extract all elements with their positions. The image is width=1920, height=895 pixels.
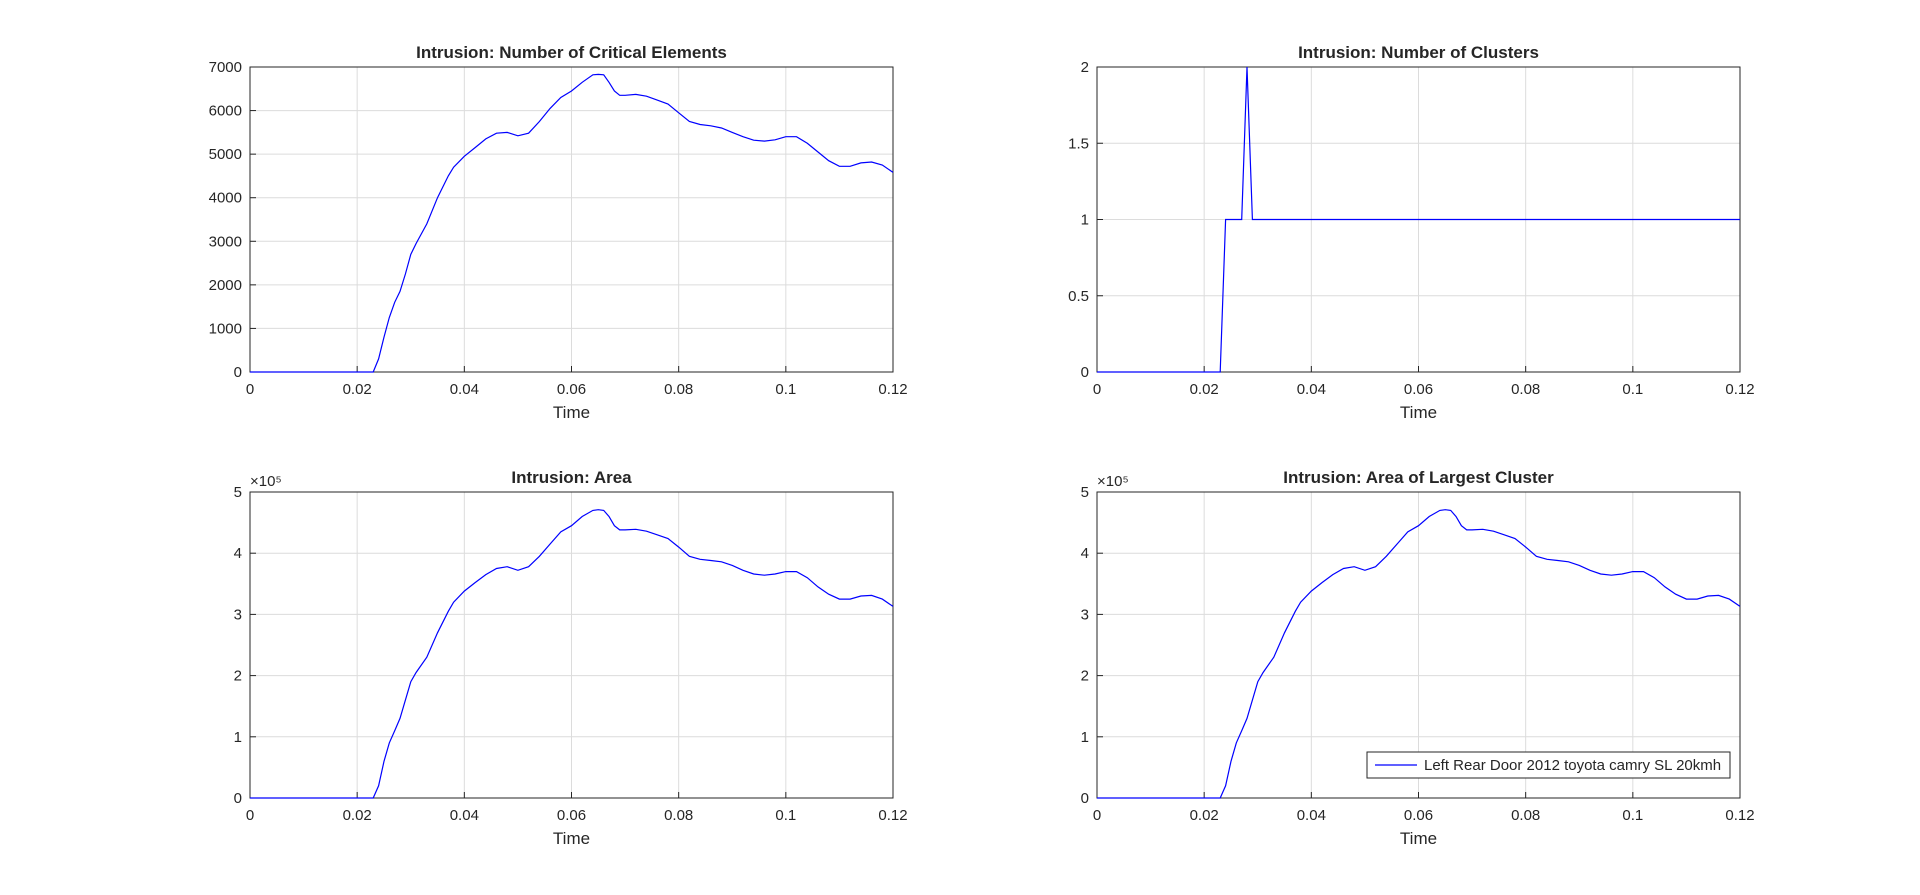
y-tick-label: 0 [234,790,242,807]
x-tick-label: 0.08 [664,807,693,824]
x-tick-label: 0 [1093,381,1101,398]
y-exponent-label: ×10⁵ [1097,473,1129,490]
y-tick-label: 0 [1081,364,1089,381]
y-tick-label: 6000 [209,103,242,120]
y-tick-label: 2 [1081,668,1089,685]
y-tick-label: 5000 [209,146,242,163]
y-tick-label: 4 [1081,545,1089,562]
y-tick-label: 1.5 [1068,135,1089,152]
x-tick-label: 0.06 [557,381,586,398]
y-tick-label: 3 [1081,606,1089,623]
x-axis-label: Time [1400,829,1437,848]
x-tick-label: 0.06 [1404,807,1433,824]
x-tick-label: 0.04 [1297,807,1326,824]
chart-panel-2: 0 0.02 0.04 0.06 0.08 0.1 0.12 0 0.5 1 1.5 2 Intrusi… [1068,43,1754,422]
x-tick-label: 0.1 [1622,807,1643,824]
x-tick-label: 0.1 [775,807,796,824]
y-tick-label: 2 [1081,59,1089,76]
x-tick-label: 0 [246,381,254,398]
chart-panel-4: 0 0.02 0.04 0.06 0.08 0.1 0.12 0 1 2 3 4 5 ×10⁵ Intrus… [1081,468,1755,848]
y-tick-label: 2000 [209,277,242,294]
y-exponent-label: ×10⁵ [250,473,282,490]
x-tick-label: 0.06 [1404,381,1433,398]
series-line [250,73,894,373]
x-tick-label: 0.12 [1725,381,1754,398]
x-tick-label: 0 [1093,807,1101,824]
x-tick-label: 0.08 [1511,381,1540,398]
y-tick-label: 5 [234,484,242,501]
y-tick-label: 3000 [209,233,242,250]
chart-title: Intrusion: Number of Critical Elements [416,43,727,62]
series-line [1097,509,1741,799]
y-tick-label: 7000 [209,59,242,76]
chart-panel-1: 0 0.02 0.04 0.06 0.08 0.1 0.12 0 1000 2000 3000 400… [209,43,908,422]
y-tick-label: 1000 [209,320,242,337]
x-tick-label: 0.04 [450,381,479,398]
y-tick-label: 1 [234,729,242,746]
x-tick-label: 0.12 [878,807,907,824]
y-tick-label: 1 [1081,212,1089,229]
y-tick-label: 5 [1081,484,1089,501]
x-axis-label: Time [553,829,590,848]
x-tick-label: 0.04 [1297,381,1326,398]
x-tick-label: 0.1 [775,381,796,398]
chart-title: Intrusion: Area of Largest Cluster [1283,468,1554,487]
chart-title: Intrusion: Number of Clusters [1298,43,1539,62]
y-tick-label: 2 [234,668,242,685]
x-axis-label: Time [553,403,590,422]
x-tick-label: 0.02 [1190,807,1219,824]
x-tick-label: 0 [246,807,254,824]
series-line [1097,66,1740,373]
y-tick-label: 0.5 [1068,288,1089,305]
legend-box [1366,751,1731,779]
x-tick-label: 0.08 [1511,807,1540,824]
x-tick-label: 0.02 [343,807,372,824]
legend: Left Rear Door 2012 toyota camry SL 20km… [1366,751,1731,779]
x-tick-label: 0.08 [664,381,693,398]
y-tick-label: 0 [234,364,242,381]
x-axis-label: Time [1400,403,1437,422]
series-line [250,509,894,799]
chart-panel-3: 0 0.02 0.04 0.06 0.08 0.1 0.12 0 1 2 3 4 5 ×10⁵ Intrus… [234,468,908,848]
y-tick-label: 4000 [209,190,242,207]
x-tick-label: 0.02 [343,381,372,398]
x-tick-label: 0.12 [878,381,907,398]
x-tick-label: 0.02 [1190,381,1219,398]
y-tick-label: 0 [1081,790,1089,807]
y-tick-label: 4 [234,545,242,562]
x-tick-label: 0.04 [450,807,479,824]
chart-title: Intrusion: Area [511,468,632,487]
legend-label: Left Rear Door 2012 toyota camry SL 20km… [1424,757,1721,774]
x-tick-label: 0.1 [1622,381,1643,398]
y-tick-label: 3 [234,606,242,623]
y-tick-label: 1 [1081,729,1089,746]
x-tick-label: 0.06 [557,807,586,824]
x-tick-label: 0.12 [1725,807,1754,824]
